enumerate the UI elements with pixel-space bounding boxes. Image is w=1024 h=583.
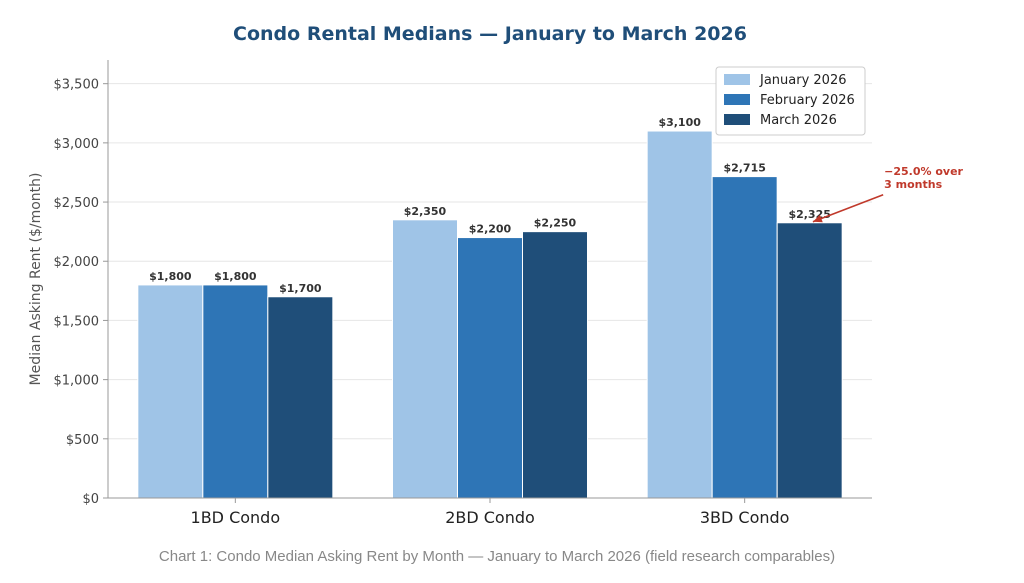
y-axis-ticks: $0 $500 $1,000 $1,500 $2,000 $2,500 $3,000 $3,5… — [54, 78, 108, 507]
chart-title: Condo Rental Medians — January to March … — [233, 23, 747, 45]
data-label: $2,200 — [469, 223, 512, 236]
y-tick-label: $2,500 — [54, 196, 100, 211]
legend-label: February 2026 — [760, 93, 855, 108]
data-label: $2,715 — [723, 162, 765, 175]
bar — [522, 231, 588, 499]
legend-label: March 2026 — [760, 113, 837, 128]
bar — [137, 284, 204, 499]
annotation-text: −25.0% over — [884, 165, 963, 178]
data-labels: $1,800 $1,800 $1,700 $2,350 $2,200 $2,250 $3,1… — [149, 116, 831, 295]
legend-label: January 2026 — [759, 73, 847, 88]
legend-swatch — [724, 114, 750, 125]
legend-box — [715, 66, 866, 136]
y-tick-label: $3,000 — [54, 137, 100, 152]
data-label: $2,350 — [404, 205, 447, 218]
legend-swatch — [724, 94, 750, 105]
bar — [392, 219, 458, 499]
bar — [776, 222, 843, 499]
y-axis-label: Median Asking Rent ($/month) — [28, 173, 44, 386]
legend-swatch — [724, 74, 750, 85]
data-label: $1,700 — [279, 282, 322, 295]
y-tick-label: $0 — [82, 492, 99, 507]
annotation-arrow-head — [812, 214, 823, 223]
x-tick-label: 1BD Condo — [191, 508, 281, 527]
data-label: $1,800 — [214, 270, 257, 283]
bar — [711, 176, 778, 499]
data-label: $1,800 — [149, 270, 192, 283]
annotation-text: 3 months — [884, 178, 942, 191]
bar — [267, 296, 334, 499]
y-tick-label: $1,000 — [54, 374, 100, 389]
y-tick-label: $3,500 — [54, 78, 100, 93]
bars — [137, 130, 843, 499]
data-label: $2,250 — [534, 217, 577, 230]
bar — [457, 237, 523, 499]
y-tick-label: $500 — [66, 433, 99, 448]
bar — [646, 130, 713, 499]
chart-caption: Chart 1: Condo Median Asking Rent by Mon… — [159, 548, 835, 565]
legend: January 2026 February 2026 March 2026 — [715, 66, 866, 136]
y-tick-label: $1,500 — [54, 314, 100, 329]
annotation-arrow-line — [812, 194, 884, 223]
x-axis-ticks: 1BD Condo 2BD Condo 3BD Condo — [191, 498, 790, 527]
y-tick-label: $2,000 — [54, 255, 100, 270]
x-tick-label: 2BD Condo — [445, 508, 535, 527]
data-label: $3,100 — [658, 116, 701, 129]
bar — [202, 284, 269, 499]
data-label: $2,325 — [788, 208, 830, 221]
x-tick-label: 3BD Condo — [700, 508, 790, 527]
